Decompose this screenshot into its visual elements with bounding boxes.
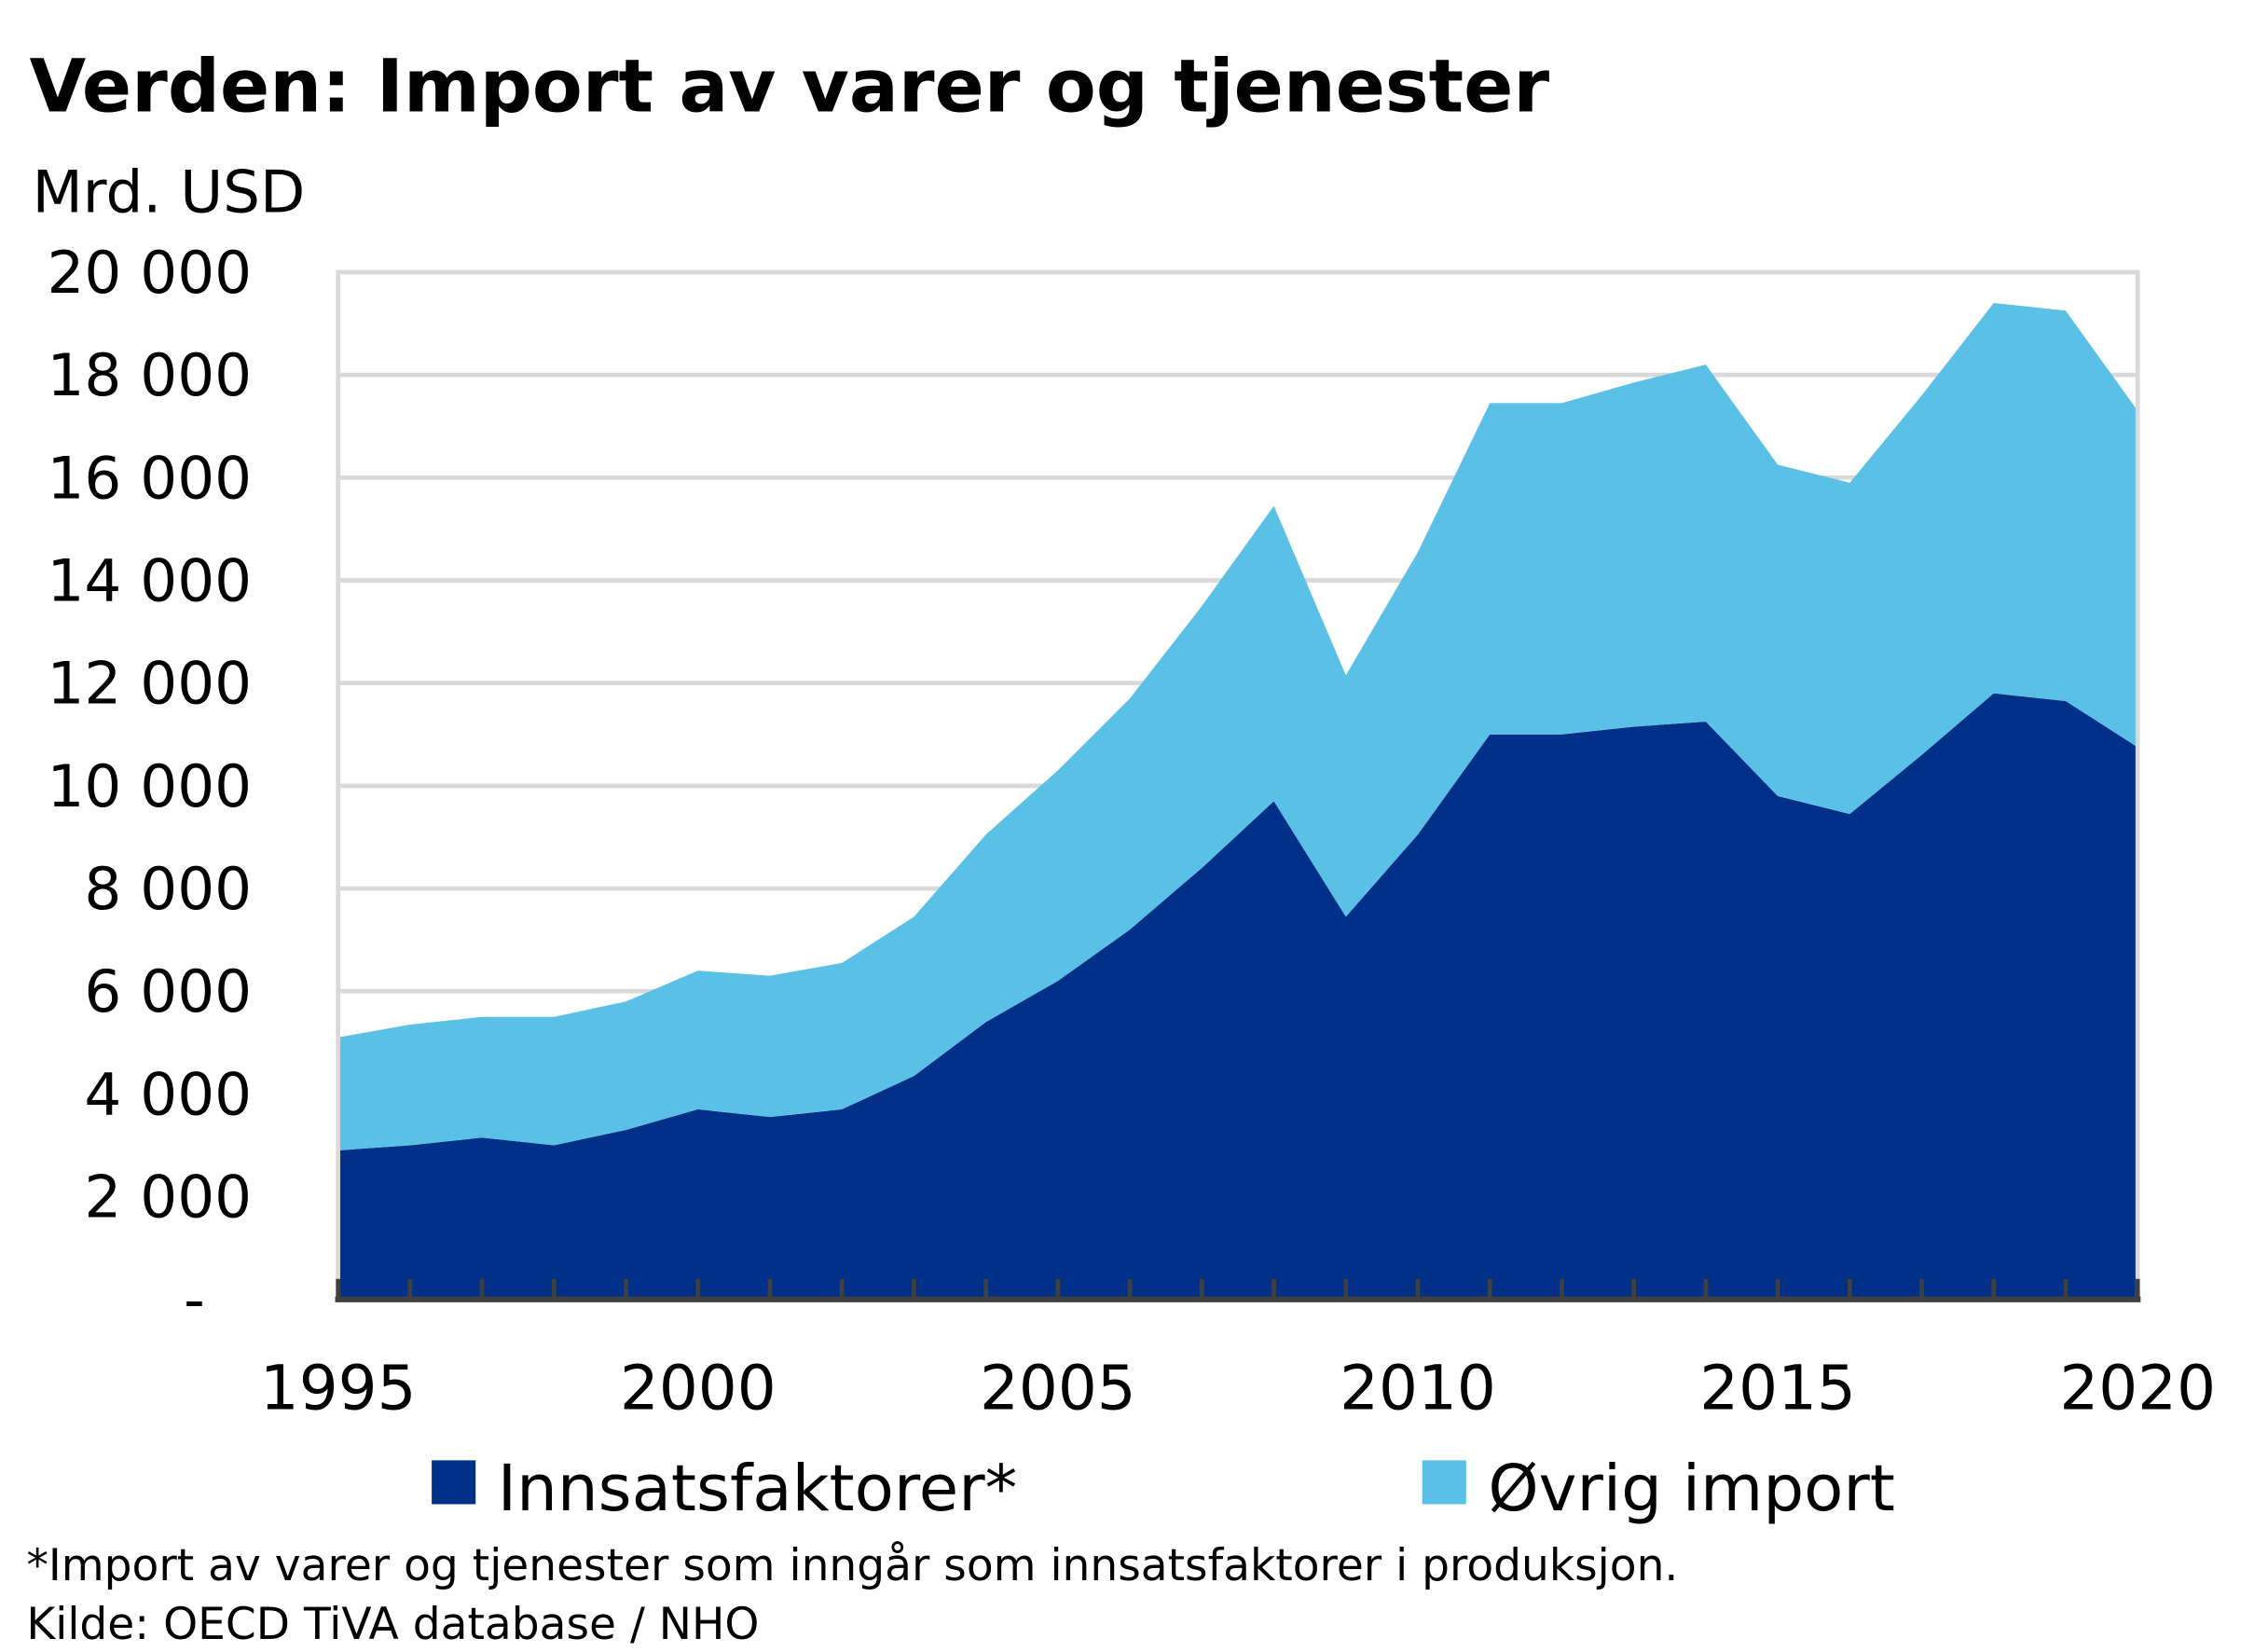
y-axis-unit: Mrd. USD bbox=[33, 158, 306, 227]
source: Kilde: OECD TiVA database / NHO bbox=[26, 1599, 759, 1650]
y-tick-label: 6 000 bbox=[84, 957, 252, 1026]
y-tick-label: 20 000 bbox=[47, 239, 252, 307]
y-tick-label: 14 000 bbox=[47, 546, 252, 614]
chart-title: Verden: Import av varer og tjenester bbox=[30, 43, 1550, 129]
legend: Innsatsfaktorer* Øvrig import bbox=[432, 1452, 1895, 1526]
legend-label-innsatsfaktorer: Innsatsfaktorer* bbox=[498, 1452, 1017, 1526]
x-tick-label: 2010 bbox=[1340, 1352, 1496, 1424]
y-tick-label: 10 000 bbox=[47, 752, 252, 820]
x-tick-labels: 1995 2000 2005 2010 2015 2020 bbox=[260, 1352, 2216, 1424]
legend-swatch-ovrig-import bbox=[1422, 1460, 1466, 1505]
areas bbox=[337, 302, 2138, 1300]
x-tick-label: 2000 bbox=[620, 1352, 777, 1424]
area-innsatsfaktorer bbox=[337, 693, 2138, 1300]
plot-border bbox=[336, 269, 2140, 1300]
legend-swatch-innsatsfaktorer bbox=[432, 1460, 476, 1505]
x-tick-label: 2015 bbox=[1699, 1352, 1856, 1424]
x-tick-label: 2005 bbox=[980, 1352, 1136, 1424]
area-ovrig-import bbox=[337, 302, 2138, 1150]
y-tick-label: 16 000 bbox=[47, 444, 252, 512]
x-tick-label: 2020 bbox=[2059, 1352, 2216, 1424]
legend-label-ovrig-import: Øvrig import bbox=[1488, 1452, 1895, 1526]
y-tick-label: 12 000 bbox=[47, 650, 252, 718]
y-tick-label: 18 000 bbox=[47, 341, 252, 409]
y-tick-label: 8 000 bbox=[84, 855, 252, 923]
plot-frame bbox=[335, 269, 2141, 1302]
y-tick-label: - bbox=[184, 1266, 205, 1334]
y-tick-label: 2 000 bbox=[84, 1163, 252, 1232]
y-tick-label: 4 000 bbox=[84, 1060, 252, 1128]
x-tick-label: 1995 bbox=[260, 1352, 417, 1424]
footnote: *Import av varer og tjenester som inngår… bbox=[26, 1540, 1678, 1591]
y-tick-labels: - 2 000 4 000 6 000 8 000 10 000 12 000 14 000 1… bbox=[47, 239, 252, 1334]
